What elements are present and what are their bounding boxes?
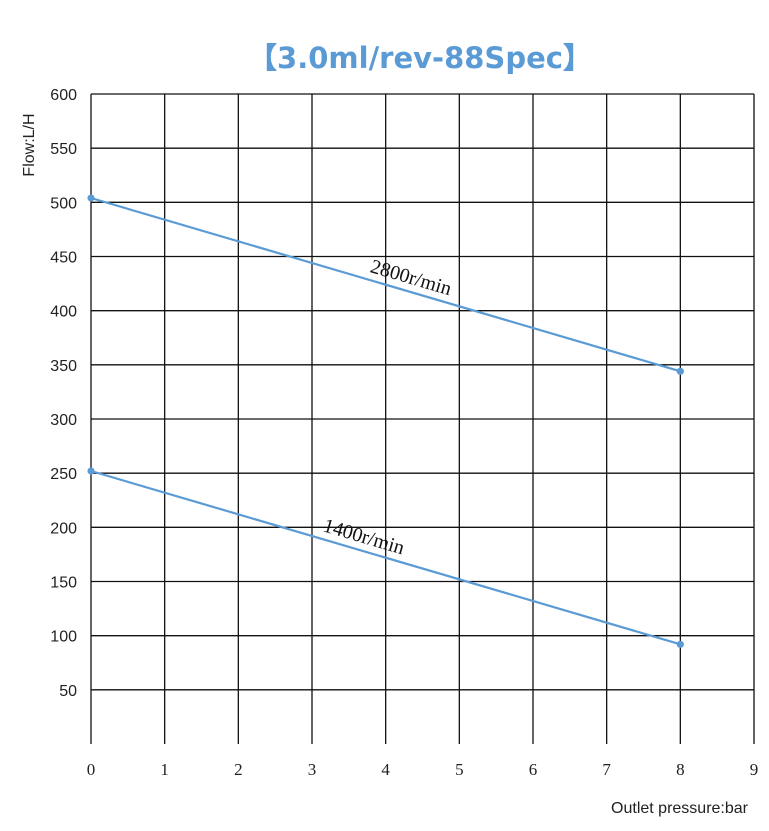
- series-label: 2800r/min: [368, 256, 454, 301]
- y-tick-label: 150: [50, 575, 77, 592]
- y-tick-label: 50: [59, 683, 77, 700]
- x-tick-label: 4: [381, 760, 390, 779]
- y-tick-label: 100: [50, 629, 77, 646]
- series-line: [90, 469, 681, 646]
- data-point: [676, 640, 684, 648]
- x-tick-label: 1: [160, 760, 169, 779]
- y-tick-label: 600: [50, 87, 77, 104]
- chart-title: 【3.0ml/rev-88Spec】: [248, 41, 592, 75]
- y-tick-label: 400: [50, 304, 77, 321]
- x-tick-label: 2: [234, 760, 243, 779]
- series-annotations: 2800r/min 1400r/min: [321, 256, 454, 560]
- y-tick-label: 250: [50, 466, 77, 483]
- x-tick-label: 8: [676, 760, 685, 779]
- x-tick-label: 3: [308, 760, 317, 779]
- data-point: [676, 367, 684, 375]
- x-axis-label: Outlet pressure:bar: [611, 800, 749, 817]
- x-tick-label: 7: [602, 760, 611, 779]
- x-tick-label: 9: [750, 760, 759, 779]
- y-tick-label: 500: [50, 195, 77, 212]
- y-tick-label: 300: [50, 412, 77, 429]
- y-axis-label: Flow:L/H: [21, 113, 38, 176]
- y-tick-label: 350: [50, 358, 77, 375]
- y-tick-label: 200: [50, 520, 77, 537]
- series-lines: [87, 194, 684, 648]
- y-tick-label: 450: [50, 250, 77, 267]
- x-tick-label: 6: [529, 760, 538, 779]
- tick-labels: 50 100 150 200 250 300 350 400 450 500 550 600 0 1 2 3 4…: [50, 87, 758, 779]
- data-point: [87, 194, 95, 202]
- grid: [90, 93, 755, 744]
- x-tick-label: 5: [455, 760, 464, 779]
- y-tick-label: 550: [50, 141, 77, 158]
- series-label: 1400r/min: [321, 515, 407, 560]
- series-line: [90, 196, 681, 373]
- data-point: [87, 467, 95, 475]
- x-tick-label: 0: [87, 760, 96, 779]
